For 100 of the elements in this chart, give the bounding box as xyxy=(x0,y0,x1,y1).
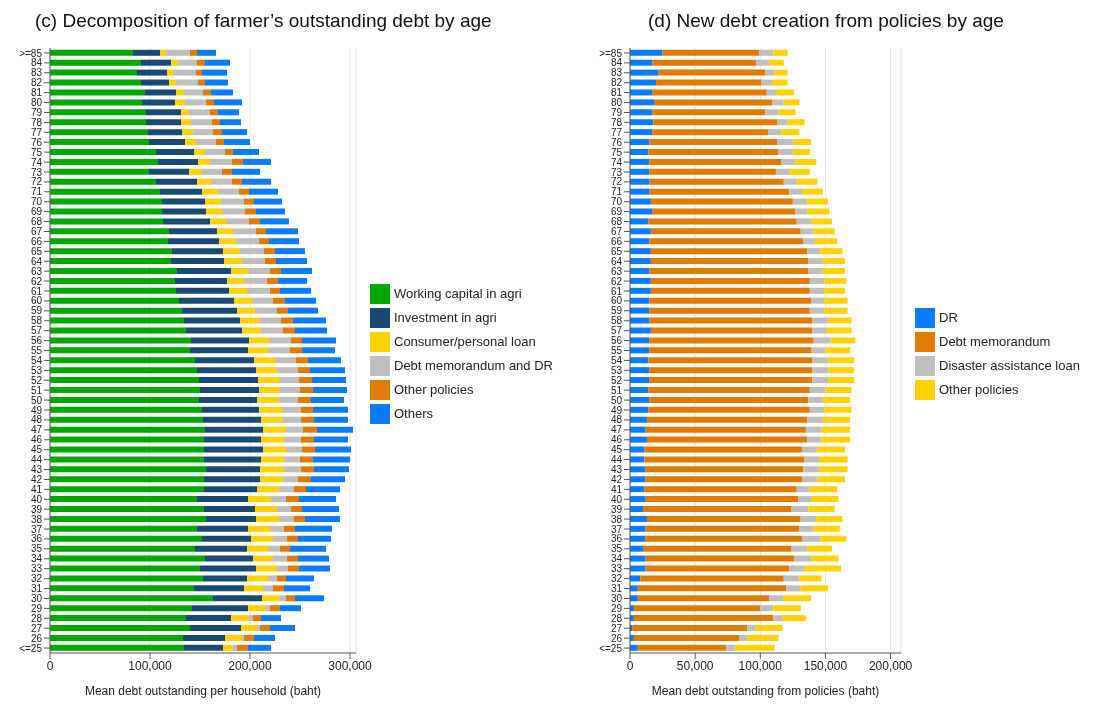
bar xyxy=(649,238,804,245)
bar xyxy=(306,486,340,493)
y-tick-label: 62 xyxy=(610,275,623,287)
bar xyxy=(286,575,314,582)
bar xyxy=(50,515,206,522)
bar xyxy=(266,605,270,612)
bar xyxy=(249,218,260,225)
bar xyxy=(773,605,801,612)
bar xyxy=(792,148,810,155)
y-tick-label: 64 xyxy=(30,255,43,267)
bar xyxy=(630,515,647,522)
bar xyxy=(652,208,796,215)
bar xyxy=(232,168,260,175)
bar xyxy=(817,476,845,483)
bar xyxy=(247,575,268,582)
bar xyxy=(176,89,184,96)
y-tick-label: 57 xyxy=(610,325,623,337)
bar xyxy=(313,406,348,413)
y-tick-label: 54 xyxy=(30,354,43,366)
bar xyxy=(828,317,852,324)
y-tick-label: 47 xyxy=(610,424,623,436)
bar xyxy=(314,416,348,423)
y-tick-label: 26 xyxy=(610,632,623,644)
bar xyxy=(50,327,186,334)
bar xyxy=(196,69,202,76)
bar xyxy=(213,595,262,602)
bar xyxy=(649,267,809,274)
bar xyxy=(50,287,176,294)
bar xyxy=(283,476,298,483)
legend-label: Other policies xyxy=(939,381,1019,397)
y-tick-label: 46 xyxy=(610,434,623,446)
y-tick-label: 45 xyxy=(610,444,623,456)
bar xyxy=(248,525,270,532)
bar xyxy=(284,436,301,443)
y-tick-label: 29 xyxy=(610,602,623,614)
bar xyxy=(184,317,240,324)
bar xyxy=(257,396,279,403)
bar xyxy=(237,644,248,651)
x-tick-label: 200,000 xyxy=(228,658,273,673)
y-tick-label: 34 xyxy=(610,553,623,565)
bar xyxy=(210,109,218,116)
bar xyxy=(244,277,267,284)
bar xyxy=(50,277,175,284)
y-tick-label: >=85 xyxy=(599,47,623,59)
x-tick-label: 100,000 xyxy=(128,658,173,673)
bar xyxy=(236,238,259,245)
bar xyxy=(777,139,793,146)
bar xyxy=(283,416,301,423)
bar xyxy=(205,198,221,205)
y-tick-label: 40 xyxy=(30,493,43,505)
y-tick-label: 75 xyxy=(610,146,623,158)
bar xyxy=(248,644,271,651)
bar xyxy=(650,287,810,294)
bar xyxy=(630,327,651,334)
bar xyxy=(223,248,240,255)
bar xyxy=(807,198,829,205)
bar xyxy=(643,506,792,513)
bar xyxy=(145,89,176,96)
y-tick-label: 38 xyxy=(610,513,623,525)
bar xyxy=(242,327,261,334)
bar xyxy=(630,69,659,76)
bar xyxy=(206,208,222,215)
y-tick-label: 77 xyxy=(610,126,623,138)
y-tick-label: 28 xyxy=(30,612,43,624)
bar xyxy=(768,129,782,136)
bar xyxy=(630,228,651,235)
y-tick-label: 68 xyxy=(30,216,43,228)
bar xyxy=(630,357,649,364)
y-tick-label: 42 xyxy=(610,473,623,485)
y-tick-label: 26 xyxy=(30,632,43,644)
bar xyxy=(218,109,239,116)
bar xyxy=(822,258,845,265)
y-tick-label: 48 xyxy=(30,414,43,426)
y-tick-label: 54 xyxy=(610,354,623,366)
bar xyxy=(807,248,821,255)
bar xyxy=(630,555,646,562)
bar xyxy=(649,317,813,324)
bar xyxy=(630,287,651,294)
bar xyxy=(650,277,810,284)
bar xyxy=(773,49,788,56)
bar xyxy=(50,565,200,572)
bar xyxy=(262,595,280,602)
bar xyxy=(822,267,845,274)
bar xyxy=(299,377,312,384)
y-tick-label: 71 xyxy=(30,186,43,198)
y-tick-label: 77 xyxy=(30,126,43,138)
bar xyxy=(247,545,268,552)
bar xyxy=(50,79,141,86)
bar xyxy=(299,565,330,572)
bar xyxy=(788,565,805,572)
bar xyxy=(133,49,160,56)
bar xyxy=(257,625,260,632)
bar xyxy=(171,258,224,265)
bar xyxy=(248,605,266,612)
bar xyxy=(50,535,202,542)
bar xyxy=(50,228,169,235)
y-tick-label: 61 xyxy=(30,285,43,297)
bar xyxy=(299,496,336,503)
bar xyxy=(205,148,225,155)
bar xyxy=(637,644,727,651)
